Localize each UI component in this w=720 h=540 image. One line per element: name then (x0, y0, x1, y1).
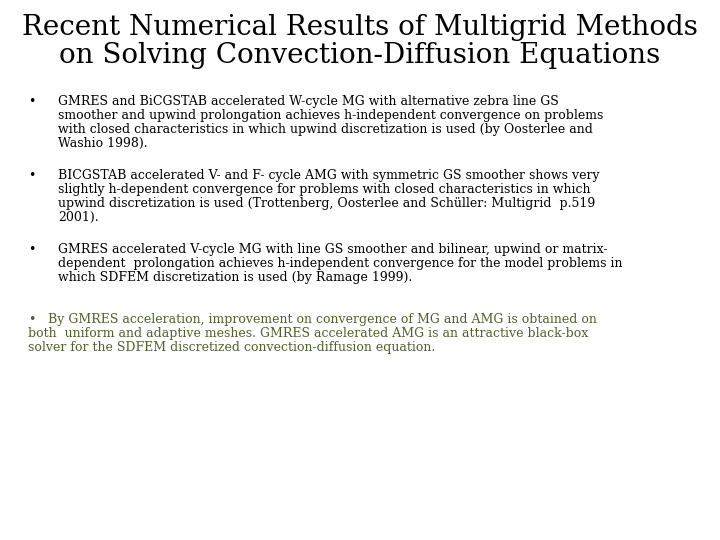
Text: upwind discretization is used (Trottenberg, Oosterlee and Schüller: Multigrid  p: upwind discretization is used (Trottenbe… (58, 197, 595, 210)
Text: Washio 1998).: Washio 1998). (58, 137, 148, 150)
Text: By GMRES acceleration, improvement on convergence of MG and AMG is obtained on: By GMRES acceleration, improvement on co… (48, 313, 597, 326)
Text: Recent Numerical Results of Multigrid Methods: Recent Numerical Results of Multigrid Me… (22, 14, 698, 41)
Text: •: • (28, 243, 35, 256)
Text: BICGSTAB accelerated V- and F- cycle AMG with symmetric GS smoother shows very: BICGSTAB accelerated V- and F- cycle AMG… (58, 169, 600, 182)
Text: smoother and upwind prolongation achieves h-independent convergence on problems: smoother and upwind prolongation achieve… (58, 109, 603, 122)
Text: which SDFEM discretization is used (by Ramage 1999).: which SDFEM discretization is used (by R… (58, 271, 413, 284)
Text: solver for the SDFEM discretized convection-diffusion equation.: solver for the SDFEM discretized convect… (28, 341, 436, 354)
Text: slightly h-dependent convergence for problems with closed characteristics in whi: slightly h-dependent convergence for pro… (58, 183, 590, 196)
Text: both  uniform and adaptive meshes. GMRES accelerated AMG is an attractive black-: both uniform and adaptive meshes. GMRES … (28, 327, 588, 340)
Text: with closed characteristics in which upwind discretization is used (by Oosterlee: with closed characteristics in which upw… (58, 123, 593, 136)
Text: 2001).: 2001). (58, 211, 99, 224)
Text: dependent  prolongation achieves h-independent convergence for the model problem: dependent prolongation achieves h-indepe… (58, 256, 623, 270)
Text: •: • (28, 95, 35, 108)
Text: GMRES accelerated V-cycle MG with line GS smoother and bilinear, upwind or matri: GMRES accelerated V-cycle MG with line G… (58, 243, 608, 256)
Text: •: • (28, 313, 35, 326)
Text: GMRES and BiCGSTAB accelerated W-cycle MG with alternative zebra line GS: GMRES and BiCGSTAB accelerated W-cycle M… (58, 95, 559, 108)
Text: •: • (28, 169, 35, 182)
Text: on Solving Convection-Diffusion Equations: on Solving Convection-Diffusion Equation… (59, 42, 661, 69)
